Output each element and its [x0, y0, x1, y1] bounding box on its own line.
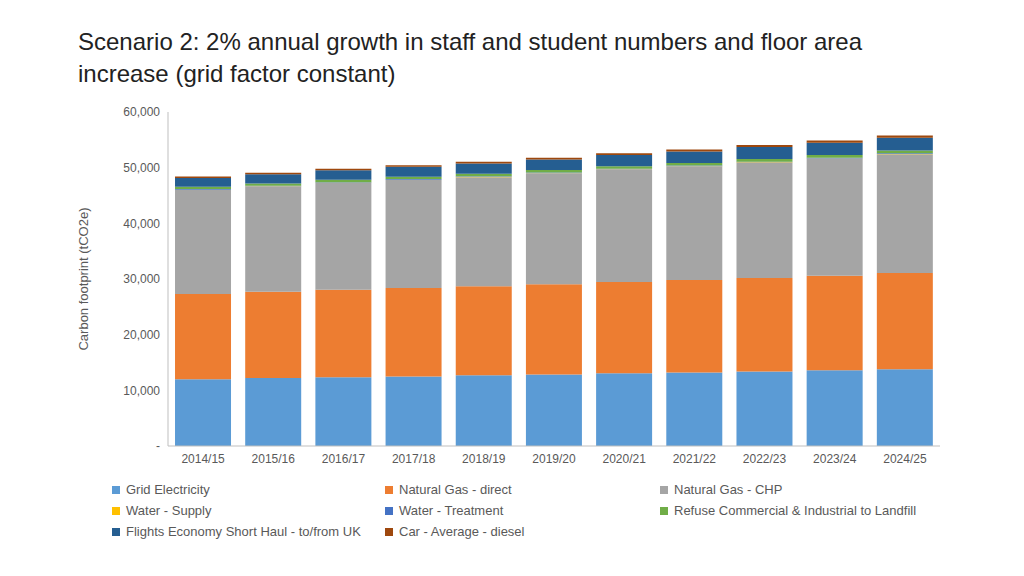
svg-text:2021/22: 2021/22	[673, 452, 717, 466]
html-text:Water - Treatment: Water - Treatment	[399, 503, 504, 518]
svg-text:2019/20: 2019/20	[532, 452, 576, 466]
html-text:Flights Economy Short Haul - t: Flights Economy Short Haul - to/from UK	[126, 524, 361, 539]
svg-text:20,000: 20,000	[123, 328, 160, 342]
html-text:Natural Gas - CHP: Natural Gas - CHP	[674, 482, 783, 497]
svg-text:-: -	[156, 439, 160, 453]
html-text:Car - Average - diesel: Car - Average - diesel	[399, 524, 525, 539]
svg-text:2016/17: 2016/17	[322, 452, 366, 466]
svg-text:2022/23: 2022/23	[743, 452, 787, 466]
svg-text:50,000: 50,000	[123, 161, 160, 175]
html-text:Scenario 2: 2% annual growth i: Scenario 2: 2% annual growth in staff an…	[78, 28, 863, 87]
svg-text:60,000: 60,000	[123, 105, 160, 119]
svg-text:2017/18: 2017/18	[392, 452, 436, 466]
svg-text:2018/19: 2018/19	[462, 452, 506, 466]
html-text:Water - Supply: Water - Supply	[126, 503, 212, 518]
svg-text:2014/15: 2014/15	[181, 452, 225, 466]
svg-text:10,000: 10,000	[123, 384, 160, 398]
svg-text:Carbon footprint (tCO2e): Carbon footprint (tCO2e)	[76, 207, 91, 350]
svg-text:2023/24: 2023/24	[813, 452, 857, 466]
svg-text:2015/16: 2015/16	[252, 452, 296, 466]
svg-text:2020/21: 2020/21	[602, 452, 646, 466]
svg-text:40,000: 40,000	[123, 217, 160, 231]
svg-text:2024/25: 2024/25	[883, 452, 927, 466]
html-text:Refuse Commercial & Industrial: Refuse Commercial & Industrial to Landfi…	[674, 503, 917, 518]
svg-text:30,000: 30,000	[123, 272, 160, 286]
html-text:Grid Electricity: Grid Electricity	[126, 482, 210, 497]
html-text:Natural Gas - direct: Natural Gas - direct	[399, 482, 512, 497]
